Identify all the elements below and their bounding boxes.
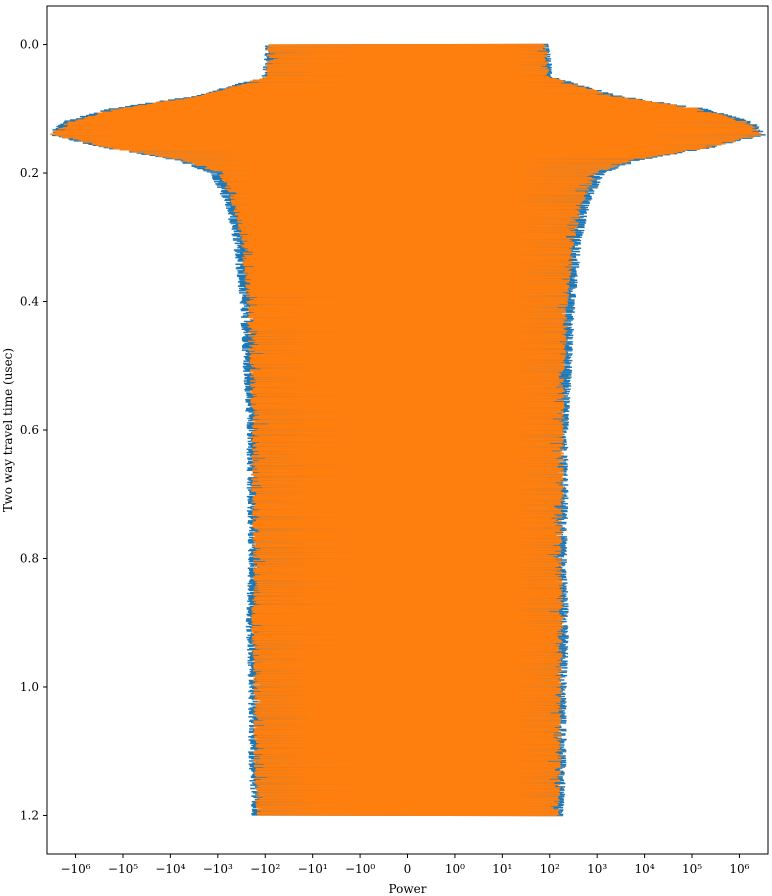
x-tick-label: −10² xyxy=(250,862,280,876)
x-tick-label: 10⁰ xyxy=(445,862,465,876)
x-tick-label: 10⁶ xyxy=(729,862,749,876)
y-axis: 0.0 0.2 0.4 0.6 0.8 1.0 1.2 xyxy=(20,38,47,822)
x-tick-label: 10⁴ xyxy=(635,862,655,876)
x-tick-label: −10⁵ xyxy=(108,862,138,876)
series-2-trace xyxy=(50,43,762,817)
x-tick-label: 0 xyxy=(404,862,412,876)
x-tick-label: −10³ xyxy=(203,862,233,876)
x-tick-label: −10¹ xyxy=(298,862,328,876)
x-axis: −10⁶ −10⁵ −10⁴ −10³ −10² −10¹ −10⁰ 0 10⁰ 10¹ 10² 10… xyxy=(60,854,750,876)
x-tick-label: 10¹ xyxy=(492,862,512,876)
x-tick-label: 10³ xyxy=(587,862,607,876)
y-axis-title: Two way travel time (usec) xyxy=(1,348,15,512)
y-tick-label: 0.6 xyxy=(20,423,39,437)
y-tick-label: 0.4 xyxy=(20,295,39,309)
y-tick-label: 0.0 xyxy=(20,38,39,52)
x-axis-title: Power xyxy=(389,882,427,896)
y-tick-label: 1.0 xyxy=(20,680,39,694)
x-tick-label: −10⁴ xyxy=(155,862,185,876)
x-tick-label: −10⁶ xyxy=(60,862,90,876)
y-tick-label: 0.8 xyxy=(20,551,39,565)
x-tick-label: −10⁰ xyxy=(345,862,375,876)
y-tick-label: 0.2 xyxy=(20,166,39,180)
y-tick-label: 1.2 xyxy=(20,808,39,822)
x-tick-label: 10⁵ xyxy=(682,862,702,876)
x-tick-label: 10² xyxy=(540,862,560,876)
series-layer xyxy=(50,43,766,817)
